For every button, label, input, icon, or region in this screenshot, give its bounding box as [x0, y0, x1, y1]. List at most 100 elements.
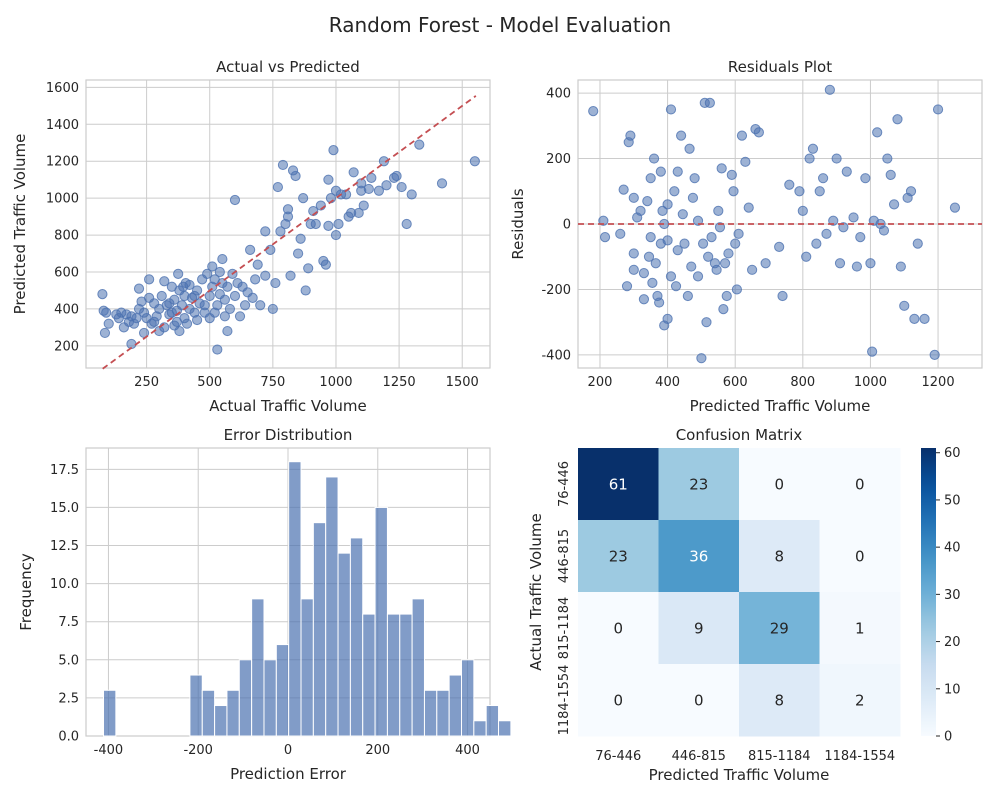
- histogram-bar: [189, 674, 203, 737]
- data-point: [222, 325, 233, 337]
- data-point: [265, 244, 276, 255]
- data-point: [704, 97, 715, 109]
- data-point: [298, 193, 309, 204]
- data-point: [714, 222, 726, 233]
- data-point: [949, 202, 961, 213]
- data-point: [103, 318, 114, 329]
- figure-title: Random Forest - Model Evaluation: [329, 13, 671, 37]
- data-point: [303, 263, 314, 274]
- x-category-label: 446-815: [672, 749, 726, 764]
- data-point: [730, 238, 741, 249]
- data-point: [905, 186, 917, 197]
- data-point: [723, 248, 734, 259]
- data-point: [207, 261, 218, 272]
- data-point: [851, 261, 863, 272]
- data-point: [99, 327, 111, 339]
- heatmap-cell: [739, 664, 820, 737]
- y-category-label: 1184-1554: [557, 665, 572, 736]
- cell-value-label: 8: [774, 548, 784, 566]
- heatmap-cell: [578, 520, 659, 593]
- x-axis-label: Predicted Traffic Volume: [690, 397, 871, 415]
- data-point: [865, 258, 876, 269]
- y-category-label: 446-815: [557, 529, 572, 583]
- data-point: [219, 311, 230, 322]
- data-point: [677, 209, 688, 220]
- histogram-bar: [460, 659, 475, 737]
- residual-points: [588, 84, 961, 364]
- data-point: [818, 173, 829, 184]
- data-point: [797, 205, 808, 217]
- data-point: [701, 317, 712, 328]
- y-tick-label: 1200: [46, 155, 79, 170]
- x-tick-label: 200: [365, 743, 390, 758]
- heatmap-cell: [739, 448, 820, 521]
- x-tick-label: 250: [134, 375, 159, 390]
- cell-value-label: 29: [770, 620, 789, 638]
- y-tick-label: 200: [54, 339, 79, 354]
- data-point: [222, 281, 233, 292]
- data-point: [643, 251, 655, 262]
- x-tick-label: 200: [588, 375, 613, 390]
- data-point: [814, 186, 825, 197]
- data-point: [328, 145, 339, 156]
- x-tick-label: 0: [284, 743, 292, 758]
- data-point: [247, 292, 258, 303]
- x-category-label: 76-446: [595, 749, 641, 764]
- data-point: [217, 253, 228, 265]
- histogram-bar: [300, 598, 314, 737]
- histogram-bar: [275, 644, 290, 737]
- data-point: [665, 271, 677, 282]
- data-point: [687, 192, 699, 203]
- x-tick-label: 1500: [446, 375, 479, 390]
- data-point: [721, 290, 732, 302]
- data-point: [919, 313, 930, 325]
- data-point: [245, 244, 256, 255]
- data-point: [406, 189, 417, 200]
- data-point: [320, 259, 331, 270]
- x-axis-label: Actual Traffic Volume: [209, 397, 366, 415]
- cell-value-label: 0: [613, 620, 623, 638]
- panel-title: Actual vs Predicted: [216, 58, 360, 76]
- data-point: [654, 297, 665, 308]
- heatmap-cell: [658, 520, 740, 593]
- y-tick-label: 2.5: [58, 691, 79, 706]
- data-point: [214, 266, 225, 278]
- data-point: [733, 228, 744, 239]
- data-point: [173, 268, 184, 279]
- y-tick-label: 7.5: [58, 615, 79, 630]
- data-point: [747, 264, 758, 275]
- data-point: [736, 130, 748, 141]
- data-point: [282, 211, 294, 222]
- data-point: [670, 281, 682, 292]
- histogram-bar: [337, 552, 351, 737]
- histogram-bar: [411, 598, 425, 737]
- colorbar: [921, 448, 936, 736]
- y-tick-label: 5.0: [58, 653, 79, 668]
- data-point: [414, 139, 425, 150]
- heatmap-cell: [578, 448, 659, 521]
- data-point: [391, 170, 402, 182]
- histogram-bar: [226, 689, 240, 737]
- data-point: [363, 183, 374, 195]
- data-point: [290, 170, 301, 182]
- heatmap-cell: [658, 664, 740, 737]
- data-point: [310, 218, 321, 230]
- histogram-bar: [325, 476, 339, 737]
- data-point: [716, 163, 727, 174]
- data-point: [801, 251, 812, 262]
- data-point: [293, 248, 304, 259]
- data-point: [706, 231, 717, 243]
- panel-title: Residuals Plot: [728, 58, 832, 76]
- data-point: [655, 166, 666, 177]
- cell-value-label: 0: [855, 476, 865, 494]
- x-tick-label: 1000: [854, 375, 887, 390]
- panel-title: Confusion Matrix: [676, 426, 803, 444]
- y-tick-label: 400: [54, 302, 79, 317]
- data-point: [169, 294, 180, 305]
- data-point: [133, 283, 145, 294]
- data-point: [366, 172, 377, 183]
- data-point: [804, 153, 815, 164]
- histogram-bar: [436, 689, 450, 737]
- data-point: [743, 202, 754, 213]
- data-point: [645, 173, 656, 184]
